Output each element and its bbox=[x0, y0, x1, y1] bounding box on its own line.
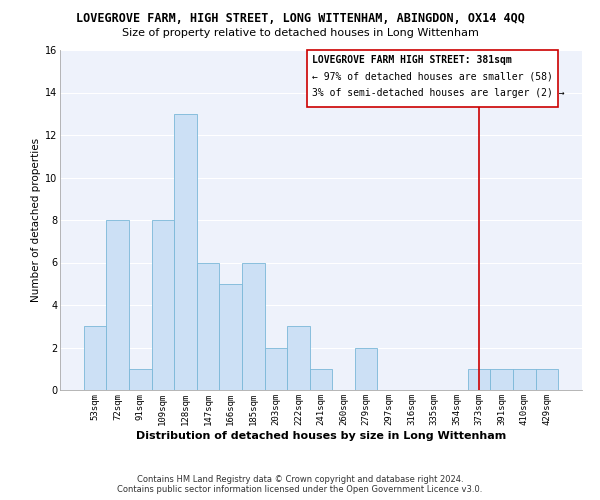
Y-axis label: Number of detached properties: Number of detached properties bbox=[31, 138, 41, 302]
FancyBboxPatch shape bbox=[307, 50, 558, 108]
Text: LOVEGROVE FARM, HIGH STREET, LONG WITTENHAM, ABINGDON, OX14 4QQ: LOVEGROVE FARM, HIGH STREET, LONG WITTEN… bbox=[76, 12, 524, 26]
Bar bbox=[220, 284, 242, 390]
Bar bbox=[129, 369, 152, 390]
Bar bbox=[536, 369, 558, 390]
Bar bbox=[265, 348, 287, 390]
Bar bbox=[355, 348, 377, 390]
Text: Contains HM Land Registry data © Crown copyright and database right 2024.
Contai: Contains HM Land Registry data © Crown c… bbox=[118, 474, 482, 494]
X-axis label: Distribution of detached houses by size in Long Wittenham: Distribution of detached houses by size … bbox=[136, 430, 506, 440]
Bar bbox=[106, 220, 129, 390]
Bar bbox=[242, 262, 265, 390]
Bar bbox=[490, 369, 513, 390]
Bar bbox=[197, 262, 220, 390]
Text: LOVEGROVE FARM HIGH STREET: 381sqm: LOVEGROVE FARM HIGH STREET: 381sqm bbox=[312, 56, 512, 66]
Bar bbox=[152, 220, 174, 390]
Bar bbox=[468, 369, 490, 390]
Bar bbox=[310, 369, 332, 390]
Bar bbox=[174, 114, 197, 390]
Text: ← 97% of detached houses are smaller (58): ← 97% of detached houses are smaller (58… bbox=[312, 72, 553, 82]
Bar bbox=[84, 326, 106, 390]
Text: Size of property relative to detached houses in Long Wittenham: Size of property relative to detached ho… bbox=[122, 28, 478, 38]
Text: 3% of semi-detached houses are larger (2) →: 3% of semi-detached houses are larger (2… bbox=[312, 88, 565, 98]
Bar bbox=[513, 369, 536, 390]
Bar bbox=[287, 326, 310, 390]
